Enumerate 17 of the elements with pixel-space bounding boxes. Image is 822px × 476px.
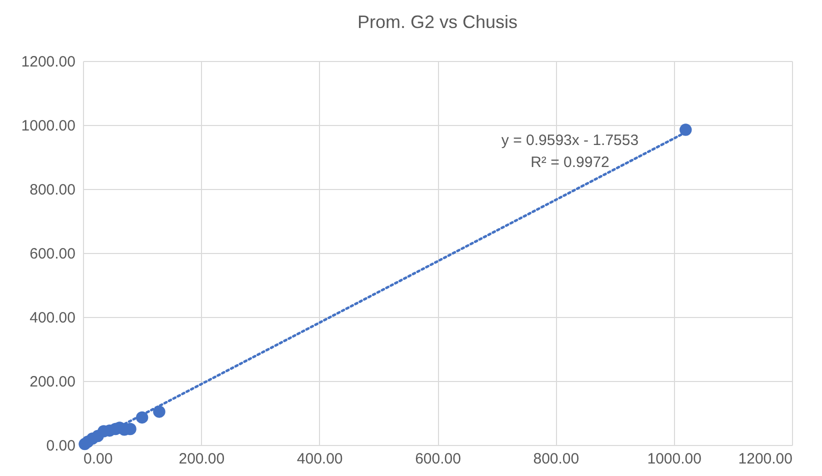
y-tick-label: 600.00 — [30, 246, 76, 262]
y-tick-label: 1000.00 — [21, 118, 76, 134]
chart-title: Prom. G2 vs Chusis — [357, 12, 518, 32]
x-tick-label: 1200.00 — [738, 450, 792, 468]
x-tick-label: 600.00 — [415, 450, 461, 468]
x-tick-label: 0.00 — [84, 450, 113, 468]
x-tick-label: 1000.00 — [647, 450, 702, 468]
x-tick-label: 200.00 — [178, 450, 225, 468]
annotation: y = 0.9593x - 1.7553 — [500, 131, 640, 151]
y-tick-label: 800.00 — [30, 182, 76, 198]
x-tick-label: 400.00 — [296, 450, 343, 468]
y-tick-label: 1200.00 — [21, 54, 76, 70]
y-tick-label: 400.00 — [30, 310, 76, 326]
x-tick-label: 800.00 — [533, 450, 580, 468]
y-tick-label: 0.00 — [46, 438, 76, 454]
y-tick-label: 200.00 — [30, 374, 76, 390]
annotation: R² = 0.9972 — [530, 153, 610, 173]
